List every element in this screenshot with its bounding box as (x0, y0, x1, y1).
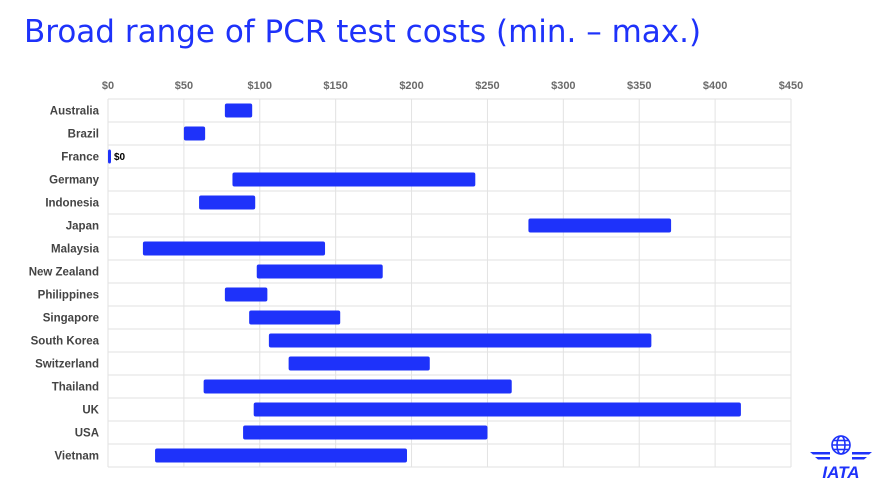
range-bar (183, 126, 206, 141)
logo-text: IATA (822, 463, 859, 482)
data-label: $0 (114, 152, 126, 163)
range-bar (528, 218, 672, 233)
category-label: UK (82, 405, 99, 417)
category-label: Germany (49, 175, 99, 187)
category-label: Brazil (68, 129, 99, 141)
x-tick-label: $250 (475, 80, 499, 92)
range-bar (243, 425, 488, 440)
x-tick-label: $50 (175, 80, 193, 92)
x-tick-label: $350 (627, 80, 651, 92)
x-tick-label: $200 (399, 80, 423, 92)
page-title: Broad range of PCR test costs (min. – ma… (24, 14, 702, 50)
data-labels: $0 (114, 152, 126, 163)
category-label: Singapore (43, 313, 99, 325)
x-tick-label: $400 (703, 80, 727, 92)
range-bar (256, 264, 383, 279)
iata-logo: IATA (810, 435, 872, 482)
category-label: Thailand (52, 382, 99, 394)
range-bar (253, 402, 741, 417)
x-tick-label: $150 (323, 80, 347, 92)
range-bar (203, 379, 512, 394)
category-label: Switzerland (35, 359, 99, 371)
category-labels: Australia Brazil France Germany Indonesia Jap… (29, 106, 100, 463)
x-axis-ticks: $0 $50 $100 $150 $200 $250 $300 $350 $400 $450 (102, 80, 803, 92)
x-tick-label: $0 (102, 80, 114, 92)
category-label: Philippines (38, 290, 99, 302)
category-label: Indonesia (45, 198, 99, 210)
range-bar (232, 172, 476, 187)
range-bar (288, 356, 430, 371)
category-label: Vietnam (54, 451, 99, 463)
globe-wings-icon (831, 435, 851, 455)
category-label: Malaysia (51, 244, 100, 256)
range-bar (224, 103, 253, 118)
category-label: France (61, 152, 99, 164)
range-bar (155, 448, 408, 463)
range-bar (268, 333, 652, 348)
range-bar (249, 310, 341, 325)
range-bars (108, 103, 741, 463)
range-bar (142, 241, 326, 256)
category-label: USA (75, 428, 99, 440)
range-bar (108, 149, 111, 164)
category-label: Japan (66, 221, 99, 233)
range-bar (224, 287, 268, 302)
category-label: Australia (50, 106, 100, 118)
category-label: South Korea (31, 336, 100, 348)
range-bar (199, 195, 256, 210)
x-tick-label: $100 (248, 80, 272, 92)
x-tick-label: $300 (551, 80, 575, 92)
category-label: New Zealand (29, 267, 99, 279)
x-tick-label: $450 (779, 80, 803, 92)
